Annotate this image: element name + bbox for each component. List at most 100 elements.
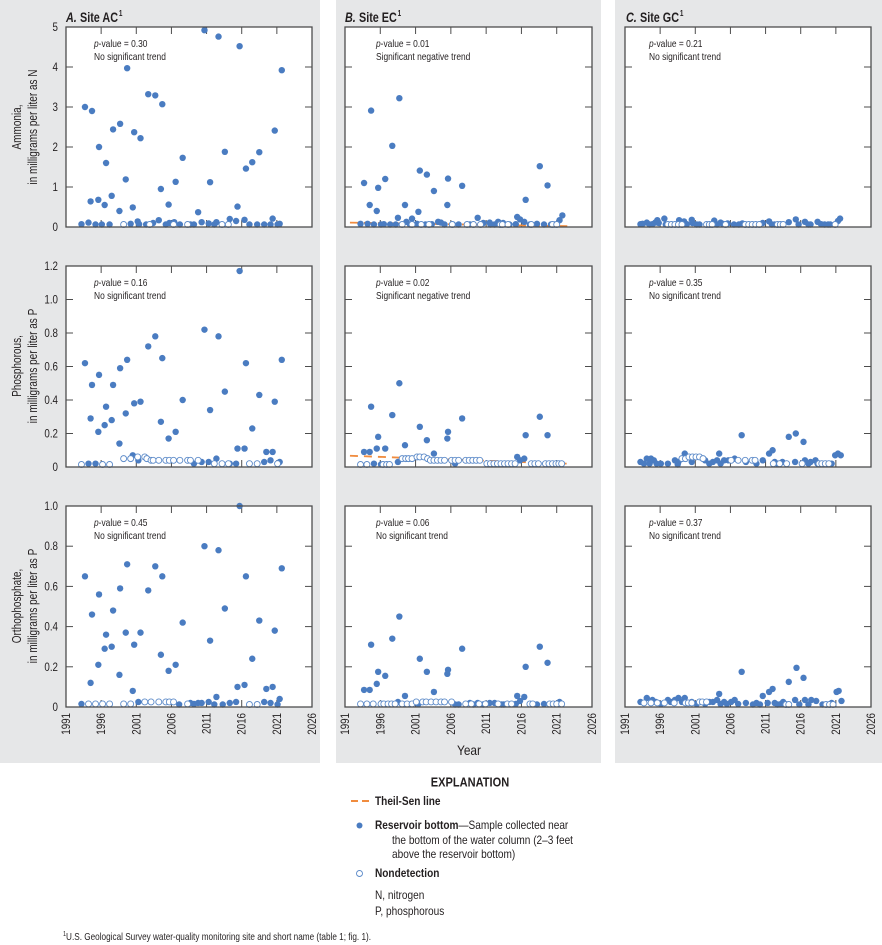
data-point-reservoir-bottom — [226, 699, 233, 707]
data-point-reservoir-bottom — [360, 448, 368, 456]
data-point-nondetection — [703, 698, 710, 706]
y-tick-label: 1.0 — [44, 500, 58, 513]
data-point-reservoir-bottom — [256, 391, 263, 399]
plot-b-ammonia: p-value = 0.01 Significant negative trend — [344, 26, 593, 228]
data-point-reservoir-bottom — [116, 207, 123, 215]
data-point-reservoir-bottom — [249, 425, 256, 432]
data-point-reservoir-bottom — [242, 573, 250, 580]
data-point-nondetection — [245, 460, 253, 468]
data-point-reservoir-bottom — [159, 573, 166, 580]
data-point-reservoir-bottom — [85, 460, 92, 467]
x-tick-label: 1996 — [654, 713, 667, 735]
data-point-reservoir-bottom — [116, 440, 123, 447]
data-point-reservoir-bottom — [681, 694, 688, 702]
x-tick-label: 2001 — [410, 713, 423, 735]
data-point-reservoir-bottom — [374, 184, 382, 191]
y-tick-label: 0.8 — [44, 541, 58, 554]
data-point-reservoir-bottom — [837, 452, 844, 459]
data-point-reservoir-bottom — [242, 359, 250, 367]
data-point-reservoir-bottom — [374, 668, 382, 676]
data-point-nondetection — [369, 700, 377, 708]
data-point-reservoir-bottom — [152, 563, 159, 570]
data-point-reservoir-bottom — [85, 219, 92, 226]
data-point-reservoir-bottom — [213, 693, 220, 701]
x-tick-label: 2021 — [551, 713, 564, 735]
data-point-reservoir-bottom — [785, 219, 792, 226]
data-point-nondetection — [825, 460, 833, 468]
y-tick-label: 0 — [53, 221, 58, 234]
data-point-reservoir-bottom — [276, 220, 283, 227]
data-point-reservoir-bottom — [389, 635, 396, 642]
data-point-reservoir-bottom — [261, 458, 268, 466]
data-point-reservoir-bottom — [683, 221, 691, 228]
data-point-reservoir-bottom — [232, 698, 240, 706]
data-point-reservoir-bottom — [738, 668, 745, 676]
data-point-reservoir-bottom — [396, 95, 403, 102]
data-point-reservoir-bottom — [444, 175, 452, 182]
data-point-reservoir-bottom — [474, 214, 481, 221]
data-point-nondetection — [186, 456, 194, 464]
data-point-reservoir-bottom — [688, 458, 695, 466]
data-point-nondetection — [508, 700, 515, 708]
data-point-reservoir-bottom — [267, 457, 274, 464]
data-point-reservoir-bottom — [522, 663, 529, 670]
plot-a-ammonia: 0 1 2 3 4 5 p-value = 0.30 No significant tren… — [53, 21, 313, 234]
data-point-nondetection — [647, 699, 655, 707]
data-point-nondetection — [741, 456, 749, 464]
nondetection-series — [357, 453, 566, 468]
data-point-reservoir-bottom — [513, 692, 521, 700]
data-point-reservoir-bottom — [458, 645, 466, 652]
legend-heading: EXPLANATION — [430, 774, 510, 790]
x-tick-label: 2006 — [166, 713, 179, 735]
data-point-reservoir-bottom — [127, 220, 134, 227]
data-point-reservoir-bottom — [201, 27, 208, 34]
data-point-reservoir-bottom — [791, 458, 799, 466]
plot-canvas — [624, 265, 872, 468]
data-point-reservoir-bottom — [215, 33, 222, 40]
data-point-nondetection — [106, 700, 114, 708]
data-point-reservoir-bottom — [263, 685, 270, 693]
data-point-reservoir-bottom — [521, 693, 528, 701]
data-point-reservoir-bottom — [221, 148, 229, 155]
x-tick-label: 2021 — [271, 713, 284, 735]
data-point-reservoir-bottom — [108, 643, 115, 650]
data-point-reservoir-bottom — [256, 149, 263, 156]
x-tick-label: 2006 — [725, 713, 738, 735]
data-point-reservoir-bottom — [122, 410, 129, 417]
y-axis-title-phosphorous: Phosphorous, in milligrams per liter as P — [10, 308, 40, 424]
data-point-reservoir-bottom — [374, 433, 382, 441]
data-point-reservoir-bottom — [544, 182, 551, 189]
footnote-mark: 1 — [679, 9, 684, 18]
abbreviation-nitrogen: N, nitrogen — [375, 888, 425, 902]
data-point-reservoir-bottom — [101, 201, 108, 209]
data-point-reservoir-bottom — [155, 217, 162, 224]
y-tick-label: 0.8 — [44, 327, 58, 340]
data-point-nondetection — [734, 456, 742, 464]
plot-a-orthophosphate: 0 0.2 0.4 0.6 0.8 1.0 1991 1996 2001 2006 2011 2016… — [44, 500, 319, 734]
data-point-reservoir-bottom — [738, 431, 745, 439]
data-point-nondetection — [210, 460, 218, 468]
data-point-nondetection — [194, 456, 202, 464]
panel-letter: C. — [626, 10, 637, 25]
data-point-reservoir-bottom — [382, 445, 389, 452]
data-point-reservoir-bottom — [108, 416, 115, 424]
data-point-nondetection — [412, 698, 420, 706]
data-point-nondetection — [481, 700, 489, 708]
data-point-nondetection — [534, 460, 542, 468]
data-point-reservoir-bottom — [122, 629, 129, 636]
data-point-reservoir-bottom — [159, 354, 166, 362]
data-point-nondetection — [494, 700, 502, 708]
plot-frame — [624, 26, 872, 228]
data-point-reservoir-bottom — [234, 445, 241, 452]
panel-a-title: A. Site AC1 — [66, 6, 122, 26]
data-point-nondetection — [357, 700, 364, 708]
data-point-reservoir-bottom — [278, 67, 285, 74]
data-point-reservoir-bottom — [226, 215, 233, 223]
data-point-reservoir-bottom — [81, 103, 89, 111]
data-point-reservoir-bottom — [793, 664, 800, 672]
y-tick-label: 4 — [53, 61, 58, 74]
data-point-reservoir-bottom — [274, 701, 281, 708]
x-tick-label: 2016 — [236, 713, 249, 735]
footnote-mark: 1 — [397, 9, 402, 18]
data-point-reservoir-bottom — [455, 221, 462, 228]
